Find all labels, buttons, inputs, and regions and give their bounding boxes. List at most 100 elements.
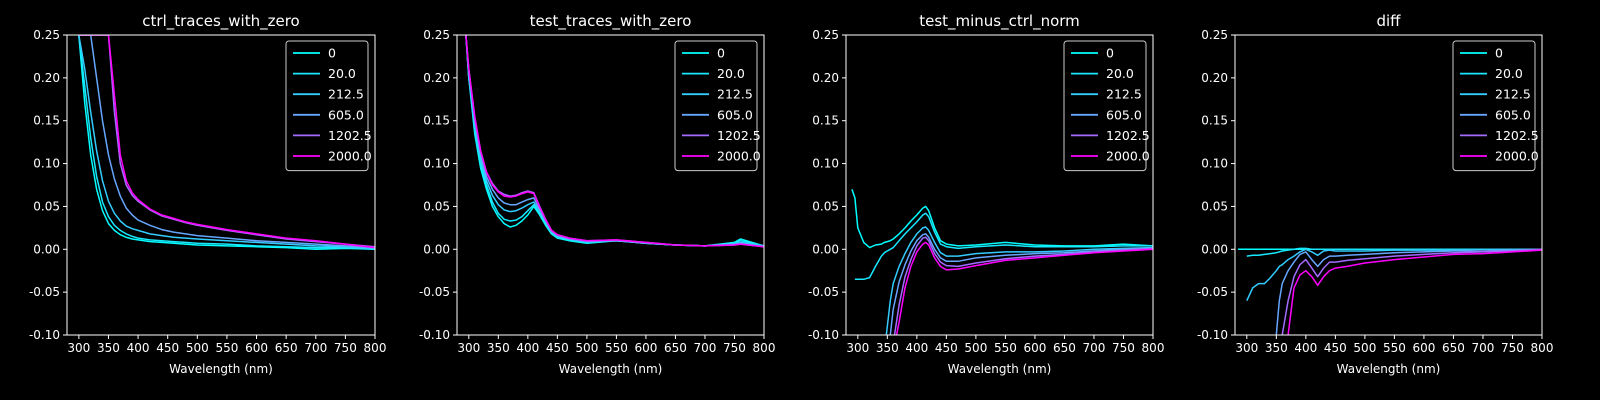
legend-label: 605.0 bbox=[328, 107, 364, 122]
x-tick-label: 750 bbox=[1112, 341, 1135, 355]
chart-panel-3: test_minus_ctrl_norm 300 350 400 450 500 550 60… bbox=[808, 12, 1165, 376]
axes-frame bbox=[1234, 34, 1543, 336]
y-tick-label: -0.05 bbox=[29, 285, 60, 299]
legend-label: 1202.5 bbox=[717, 128, 761, 143]
axes-frame bbox=[456, 34, 765, 336]
x-tick-label: 300 bbox=[457, 341, 480, 355]
legend: 0 20.0 212.5 605.0 1202.5 2000.0 bbox=[674, 40, 761, 172]
y-tick-label: 0.10 bbox=[423, 157, 450, 171]
y-tick-label: 0.00 bbox=[1201, 242, 1228, 256]
x-tick-label: 500 bbox=[964, 341, 987, 355]
x-tick-label: 800 bbox=[1531, 341, 1554, 355]
legend: 0 20.0 212.5 605.0 1202.5 2000.0 bbox=[285, 40, 372, 172]
y-tick-label: 0.25 bbox=[33, 28, 60, 42]
chart-title: test_traces_with_zero bbox=[530, 12, 692, 31]
legend-label: 0 bbox=[1106, 46, 1114, 61]
y-tick-label: 0.20 bbox=[33, 71, 60, 85]
legend-label: 2000.0 bbox=[1495, 149, 1539, 164]
legend-label: 212.5 bbox=[717, 87, 753, 102]
series-line-2 bbox=[78, 35, 375, 250]
x-tick-label: 700 bbox=[304, 341, 327, 355]
x-tick-label: 350 bbox=[97, 341, 120, 355]
y-tick-label: 0.05 bbox=[812, 199, 839, 213]
chart-panel-4: diff 300 350 400 450 500 550 600 650 700 750 800 0.2… bbox=[1197, 12, 1554, 376]
x-tick-label: 750 bbox=[334, 341, 357, 355]
chart-panel-2: test_traces_with_zero 300 350 400 450 500 550 6… bbox=[419, 12, 776, 376]
x-tick-label: 800 bbox=[753, 341, 776, 355]
legend-label: 1202.5 bbox=[328, 128, 372, 143]
y-tick-label: 0.25 bbox=[423, 28, 450, 42]
x-tick-label: 700 bbox=[1472, 341, 1495, 355]
y-tick-label: 0.00 bbox=[33, 242, 60, 256]
y-tick-label: -0.10 bbox=[808, 328, 839, 342]
series-line-5 bbox=[465, 35, 764, 248]
series-group bbox=[465, 35, 764, 248]
x-tick-label: 300 bbox=[67, 341, 90, 355]
legend-label: 212.5 bbox=[1106, 87, 1142, 102]
y-tick-label: -0.10 bbox=[1197, 328, 1228, 342]
legend-label: 605.0 bbox=[1495, 107, 1531, 122]
x-tick-label: 400 bbox=[127, 341, 150, 355]
x-tick-label: 800 bbox=[364, 341, 387, 355]
legend-label: 605.0 bbox=[1106, 107, 1142, 122]
x-tick-label: 350 bbox=[487, 341, 510, 355]
series-line-3 bbox=[889, 233, 1153, 335]
x-tick-label: 350 bbox=[1265, 341, 1288, 355]
x-tick-label: 650 bbox=[1442, 341, 1465, 355]
y-tick-label: 0.10 bbox=[812, 157, 839, 171]
x-tick-label: 400 bbox=[516, 341, 539, 355]
y-tick-label: 0.15 bbox=[812, 114, 839, 128]
y-tick-label: 0.05 bbox=[423, 199, 450, 213]
y-tick-label: -0.10 bbox=[29, 328, 60, 342]
series-line-1 bbox=[854, 212, 1153, 281]
series-line-0 bbox=[851, 189, 1153, 249]
series-line-2 bbox=[1246, 248, 1542, 302]
y-tick-label: 0.00 bbox=[812, 242, 839, 256]
x-axis-label: Wavelength (nm) bbox=[559, 362, 663, 376]
y-tick-label: 0.20 bbox=[1201, 71, 1228, 85]
series-line-4 bbox=[1281, 248, 1542, 335]
x-tick-label: 550 bbox=[994, 341, 1017, 355]
legend-label: 0 bbox=[717, 46, 725, 61]
series-line-0 bbox=[78, 35, 375, 251]
x-tick-label: 550 bbox=[605, 341, 628, 355]
x-tick-label: 400 bbox=[1294, 341, 1317, 355]
y-tick-label: 0.15 bbox=[423, 114, 450, 128]
x-tick-label: 500 bbox=[1353, 341, 1376, 355]
x-tick-label: 650 bbox=[275, 341, 298, 355]
axes-frame bbox=[66, 34, 376, 336]
y-tick-label: 0.20 bbox=[812, 71, 839, 85]
y-tick-label: 0.25 bbox=[812, 28, 839, 42]
series-line-1 bbox=[1246, 247, 1542, 257]
x-tick-label: 750 bbox=[723, 341, 746, 355]
legend-label: 20.0 bbox=[328, 66, 356, 81]
series-line-3 bbox=[1275, 248, 1542, 335]
x-tick-label: 300 bbox=[1235, 341, 1258, 355]
chart-title: ctrl_traces_with_zero bbox=[142, 12, 299, 31]
y-tick-label: 0.15 bbox=[33, 114, 60, 128]
y-tick-label: 0.10 bbox=[33, 157, 60, 171]
legend-label: 20.0 bbox=[717, 66, 745, 81]
y-tick-label: 0.15 bbox=[1201, 114, 1228, 128]
x-tick-label: 500 bbox=[186, 341, 209, 355]
legend-label: 2000.0 bbox=[717, 149, 761, 164]
legend-label: 212.5 bbox=[328, 87, 364, 102]
legend-label: 605.0 bbox=[717, 107, 753, 122]
x-tick-label: 500 bbox=[575, 341, 598, 355]
legend-label: 20.0 bbox=[1106, 66, 1134, 81]
x-tick-label: 700 bbox=[1083, 341, 1106, 355]
x-tick-label: 450 bbox=[1324, 341, 1347, 355]
x-tick-label: 400 bbox=[905, 341, 928, 355]
x-tick-label: 750 bbox=[1501, 341, 1524, 355]
series-line-5 bbox=[1287, 249, 1542, 335]
y-tick-label: 0.25 bbox=[1201, 28, 1228, 42]
legend-label: 1202.5 bbox=[1495, 128, 1539, 143]
x-tick-label: 800 bbox=[1142, 341, 1165, 355]
y-tick-label: -0.05 bbox=[1197, 285, 1228, 299]
x-tick-label: 600 bbox=[634, 341, 657, 355]
legend: 0 20.0 212.5 605.0 1202.5 2000.0 bbox=[1452, 40, 1539, 172]
y-tick-label: -0.05 bbox=[808, 285, 839, 299]
legend-label: 1202.5 bbox=[1106, 128, 1150, 143]
chart-title: diff bbox=[1376, 12, 1401, 30]
